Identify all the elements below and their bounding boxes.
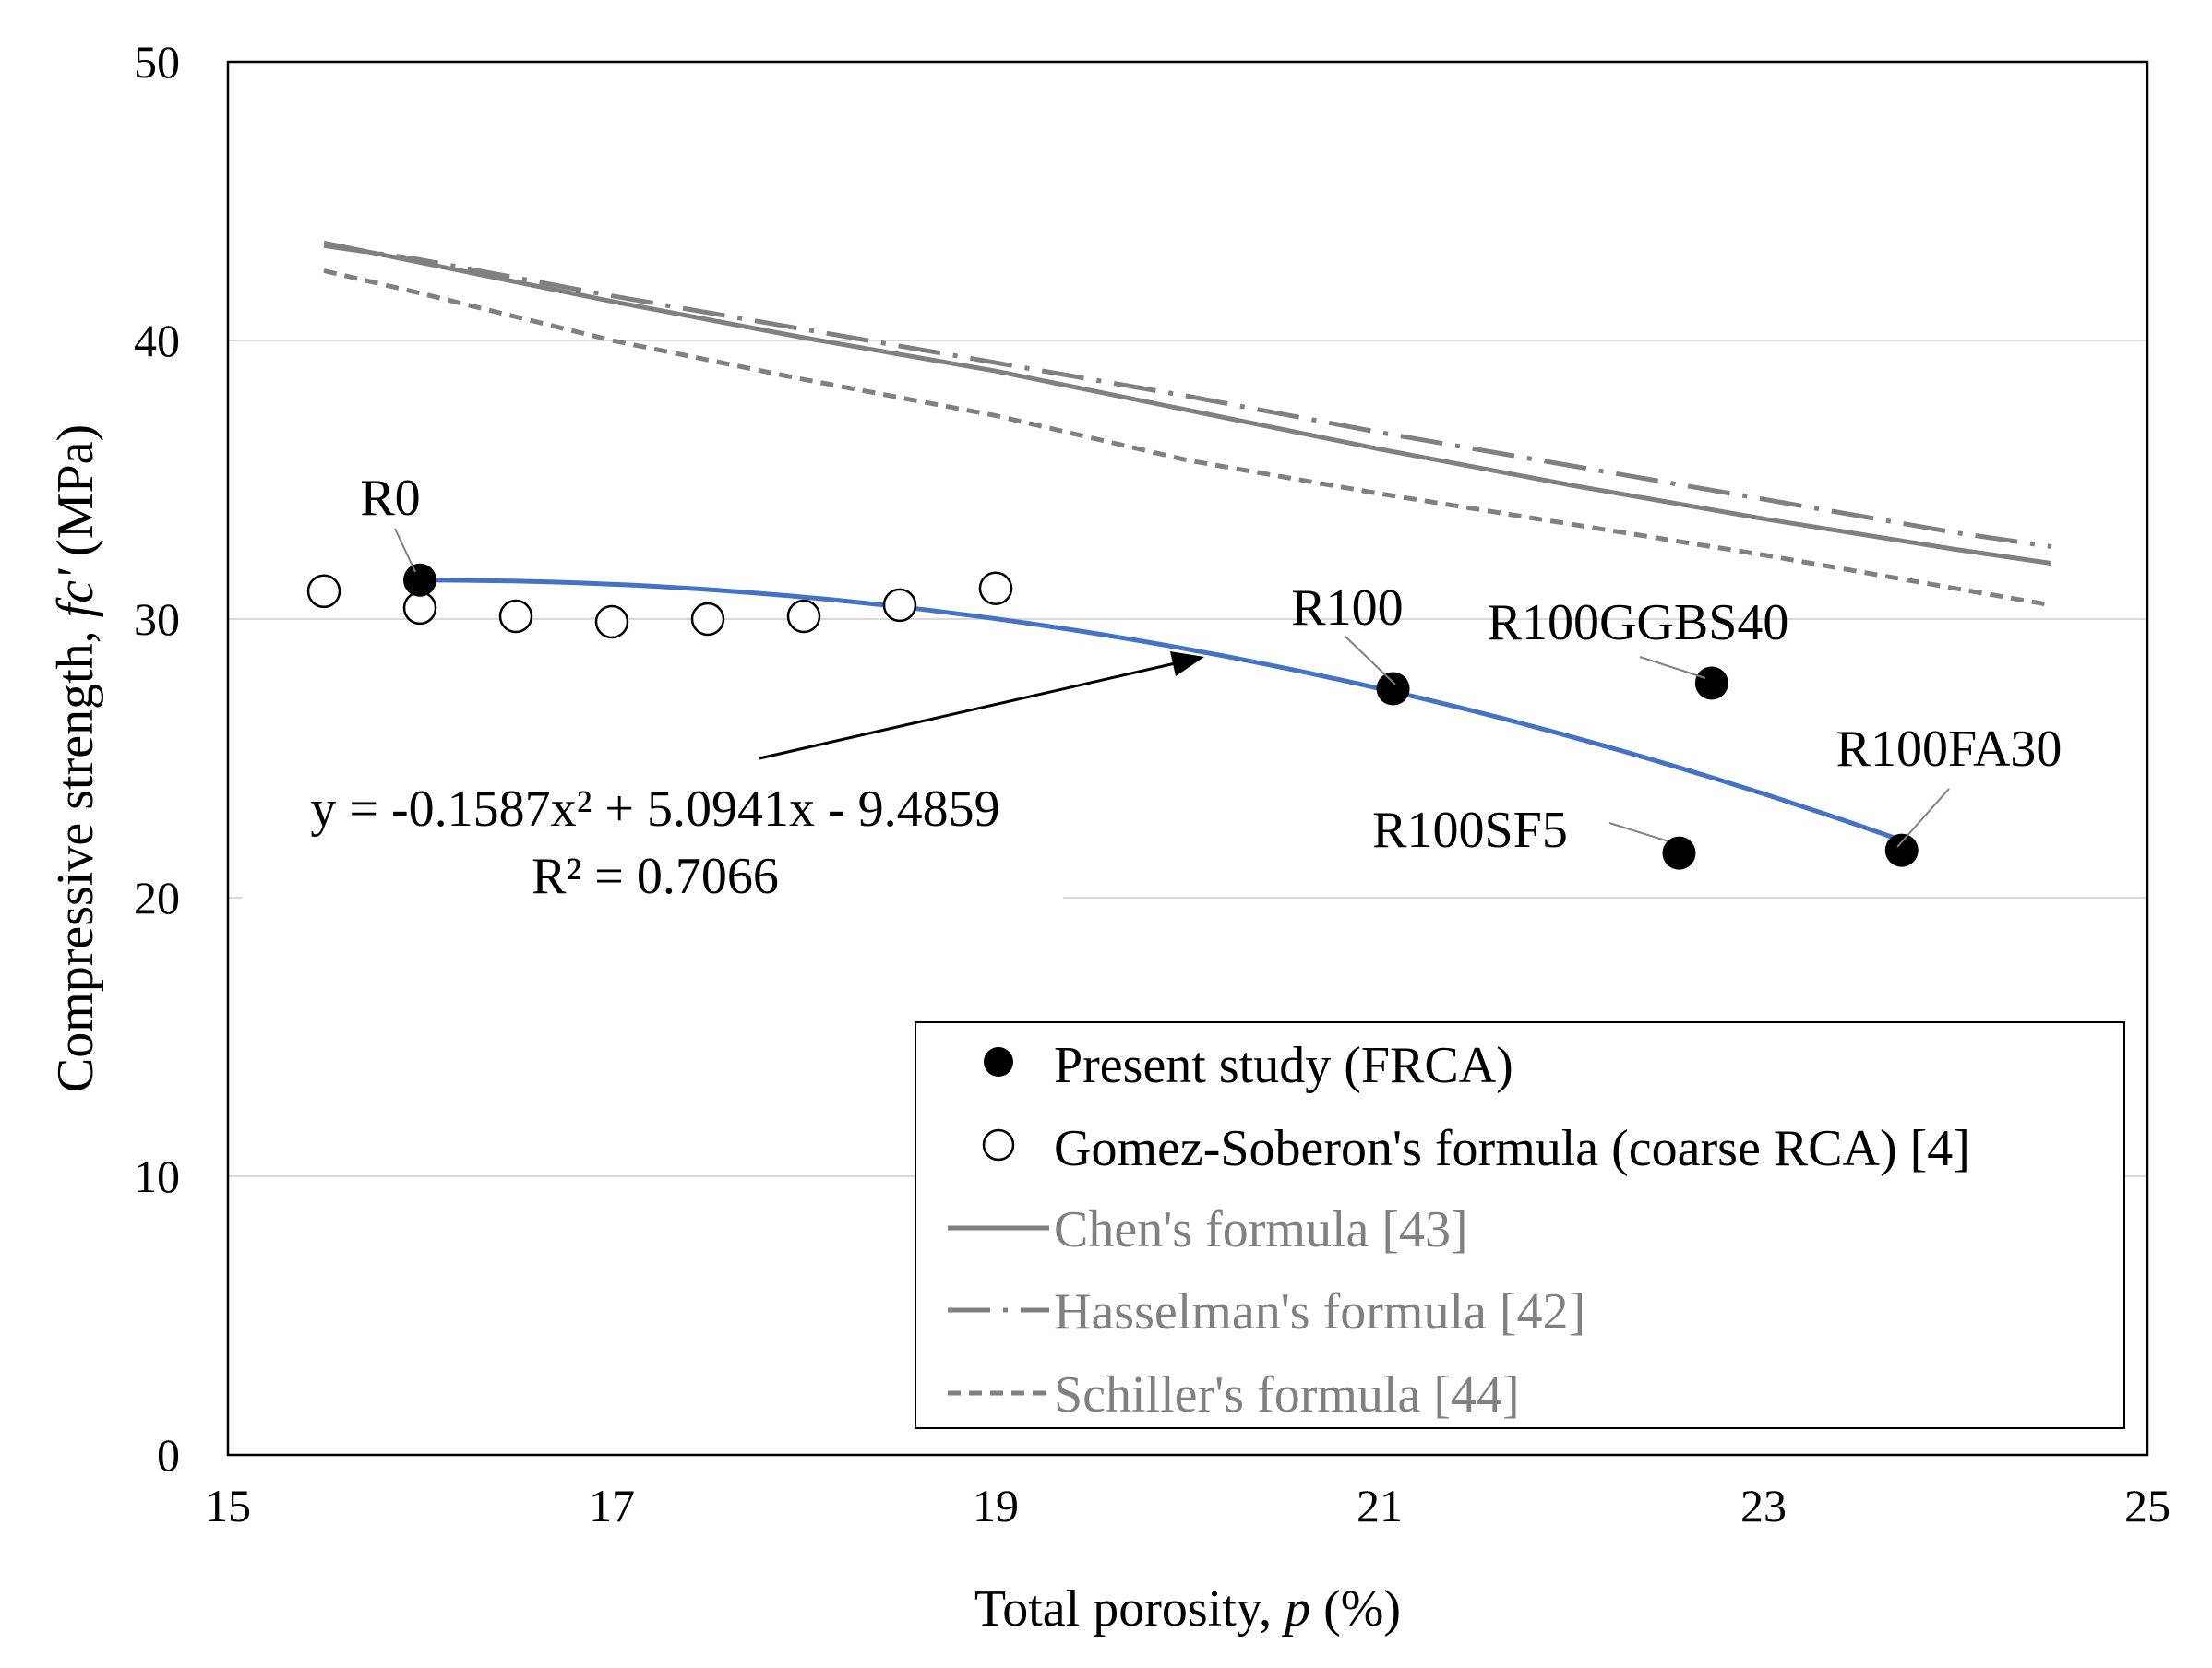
point-label-r100sf5: R100SF5: [1372, 802, 1568, 859]
point-label-r100: R100: [1291, 579, 1403, 637]
y-tick-label-10: 10: [134, 1150, 180, 1202]
point-label-r100fa30: R100FA30: [1836, 721, 2063, 778]
legend-box: [915, 1021, 2125, 1429]
point-label-r0: R0: [360, 470, 420, 527]
trendline-r-squared: R² = 0.7066: [532, 848, 779, 905]
y-axis-title-unit: (MPa): [47, 424, 104, 569]
present-study-point-r100ggbs40: [1694, 666, 1728, 700]
legend-item-chen: Chen's formula [43]: [948, 1201, 1468, 1258]
leader-line-r0: [394, 528, 416, 573]
present-study-point-r100sf5: [1662, 836, 1696, 870]
present-study-point-r100: [1376, 672, 1410, 706]
y-axis-title-main: Compressive strength,: [47, 617, 104, 1092]
gomez-soberon-point-0: [306, 574, 341, 609]
legend-label-gomez-soberon: Gomez-Soberon's formula (coarse RCA) [4]: [1054, 1120, 1970, 1177]
gomez-soberon-point-1: [402, 590, 437, 626]
x-tick-label-19: 19: [973, 1480, 1019, 1531]
series-line-2: [323, 240, 2052, 566]
present-study-point-r0: [403, 563, 436, 597]
gomez-soberon-point-7: [978, 571, 1013, 606]
equation-arrow-head: [1170, 651, 1204, 676]
gomez-soberon-point-6: [882, 588, 917, 623]
leader-line-r100ggbs40: [1639, 656, 1706, 679]
gomez-soberon-point-2: [498, 599, 533, 634]
equation-label-background: [242, 768, 1063, 913]
x-axis-title: Total porosity, p (%): [974, 1580, 1401, 1638]
leader-line-r100sf5: [1608, 822, 1669, 842]
x-tick-label-25: 25: [2124, 1480, 2170, 1531]
y-tick-label-30: 30: [134, 593, 180, 645]
legend-filled-circle-icon: [984, 1047, 1013, 1077]
y-axis-title-variable: fc': [47, 568, 104, 617]
trendline: [420, 578, 1903, 843]
series-line-3: [323, 243, 2052, 549]
y-tick-label-50: 50: [134, 36, 180, 88]
x-tick-label-21: 21: [1357, 1480, 1403, 1531]
gomez-soberon-point-3: [594, 604, 629, 639]
y-tick-label-0: 0: [157, 1429, 180, 1481]
x-tick-label-15: 15: [205, 1480, 251, 1531]
x-tick-label-23: 23: [1740, 1480, 1787, 1531]
series-line-4: [323, 268, 2052, 608]
x-axis-title-unit: (%): [1310, 1580, 1401, 1638]
present-study-point-r100fa30: [1884, 833, 1919, 867]
x-tick-label-17: 17: [589, 1480, 635, 1531]
legend-item-present-study: Present study (FRCA): [984, 1037, 1513, 1094]
y-tick-label-40: 40: [134, 315, 180, 366]
plot-area-frame: [226, 60, 2149, 1457]
gomez-soberon-point-4: [690, 602, 725, 637]
tick-labels: 0 10 20 30 40 50 15 17 19 21 23 25: [134, 36, 2170, 1531]
trendline-equation: y = -0.1587x² + 5.0941x - 9.4859: [310, 780, 999, 838]
series-lines: [323, 240, 2052, 843]
equation-arrow: [759, 661, 1180, 760]
gomez-soberon-point-5: [786, 599, 821, 634]
legend-label-present-study: Present study (FRCA): [1054, 1037, 1513, 1094]
legend: Present study (FRCA) Gomez-Soberon's for…: [915, 1021, 2125, 1429]
legend-label-schiller: Schiller's formula [44]: [1054, 1366, 1520, 1424]
data-markers: [306, 563, 1919, 870]
y-tick-label-20: 20: [134, 872, 180, 923]
legend-open-circle-icon: [982, 1128, 1015, 1162]
legend-label-chen: Chen's formula [43]: [1054, 1201, 1468, 1258]
x-axis-title-main: Total porosity,: [974, 1580, 1285, 1638]
legend-label-hasselman: Hasselman's formula [42]: [1054, 1283, 1585, 1340]
leader-line-r100: [1345, 636, 1396, 685]
point-label-r100ggbs40: R100GGBS40: [1488, 594, 1789, 651]
legend-item-gomez-soberon: Gomez-Soberon's formula (coarse RCA) [4]: [982, 1120, 1970, 1177]
x-axis-title-variable: p: [1281, 1580, 1310, 1638]
legend-item-schiller: Schiller's formula [44]: [948, 1366, 1520, 1424]
legend-item-hasselman: Hasselman's formula [42]: [948, 1283, 1585, 1340]
y-axis-title: Compressive strength, fc' (MPa): [47, 424, 104, 1092]
leader-line-r100fa30: [1896, 788, 1950, 848]
